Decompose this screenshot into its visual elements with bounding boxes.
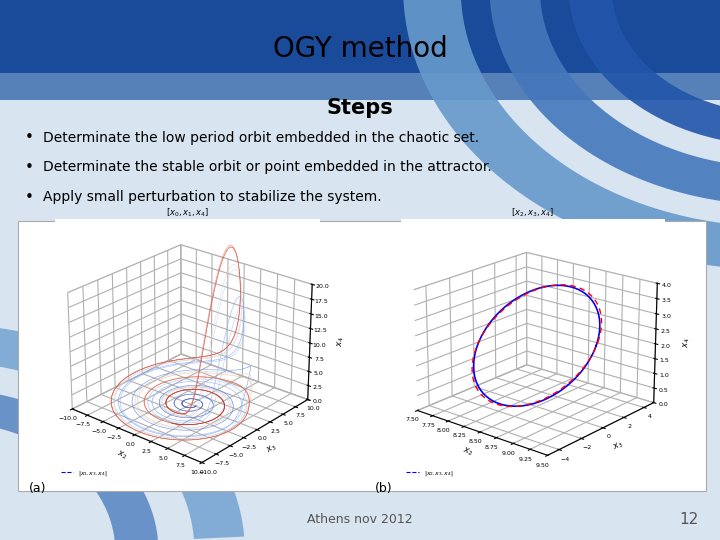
Title: $[x_2,x_3,x_4]$: $[x_2,x_3,x_4]$ [511,206,554,219]
Text: OGY method: OGY method [273,35,447,63]
FancyBboxPatch shape [18,221,706,491]
Polygon shape [0,324,244,539]
Polygon shape [0,73,720,100]
Text: Apply small perturbation to stabilize the system.: Apply small perturbation to stabilize th… [43,190,382,204]
Text: 12: 12 [679,512,698,527]
Text: Determinate the stable orbit or point embedded in the attractor.: Determinate the stable orbit or point em… [43,160,492,174]
Legend: $|x_{1,}x_{3,}x_{4}|$: $|x_{1,}x_{3,}x_{4}|$ [58,466,110,480]
Polygon shape [490,0,720,204]
Polygon shape [0,389,158,540]
Text: (a): (a) [29,482,46,495]
Text: •: • [25,160,34,175]
Polygon shape [403,0,720,268]
X-axis label: $x_2$: $x_2$ [115,448,129,462]
Polygon shape [0,0,720,73]
Y-axis label: $x_3$: $x_3$ [611,439,625,453]
Text: Determinate the low period orbit embedded in the chaotic set.: Determinate the low period orbit embedde… [43,131,480,145]
X-axis label: $x_2$: $x_2$ [461,445,474,458]
Polygon shape [569,0,720,145]
Text: •: • [25,130,34,145]
Y-axis label: $x_3$: $x_3$ [265,441,279,456]
Text: •: • [25,190,34,205]
Text: Steps: Steps [327,98,393,118]
Text: (b): (b) [374,482,392,495]
Text: Athens nov 2012: Athens nov 2012 [307,513,413,526]
Title: $[x_0,x_1,x_4]$: $[x_0,x_1,x_4]$ [166,206,209,219]
Legend: $|x_{2,}x_{3,}x_{4}|$: $|x_{2,}x_{3,}x_{4}|$ [404,466,456,480]
